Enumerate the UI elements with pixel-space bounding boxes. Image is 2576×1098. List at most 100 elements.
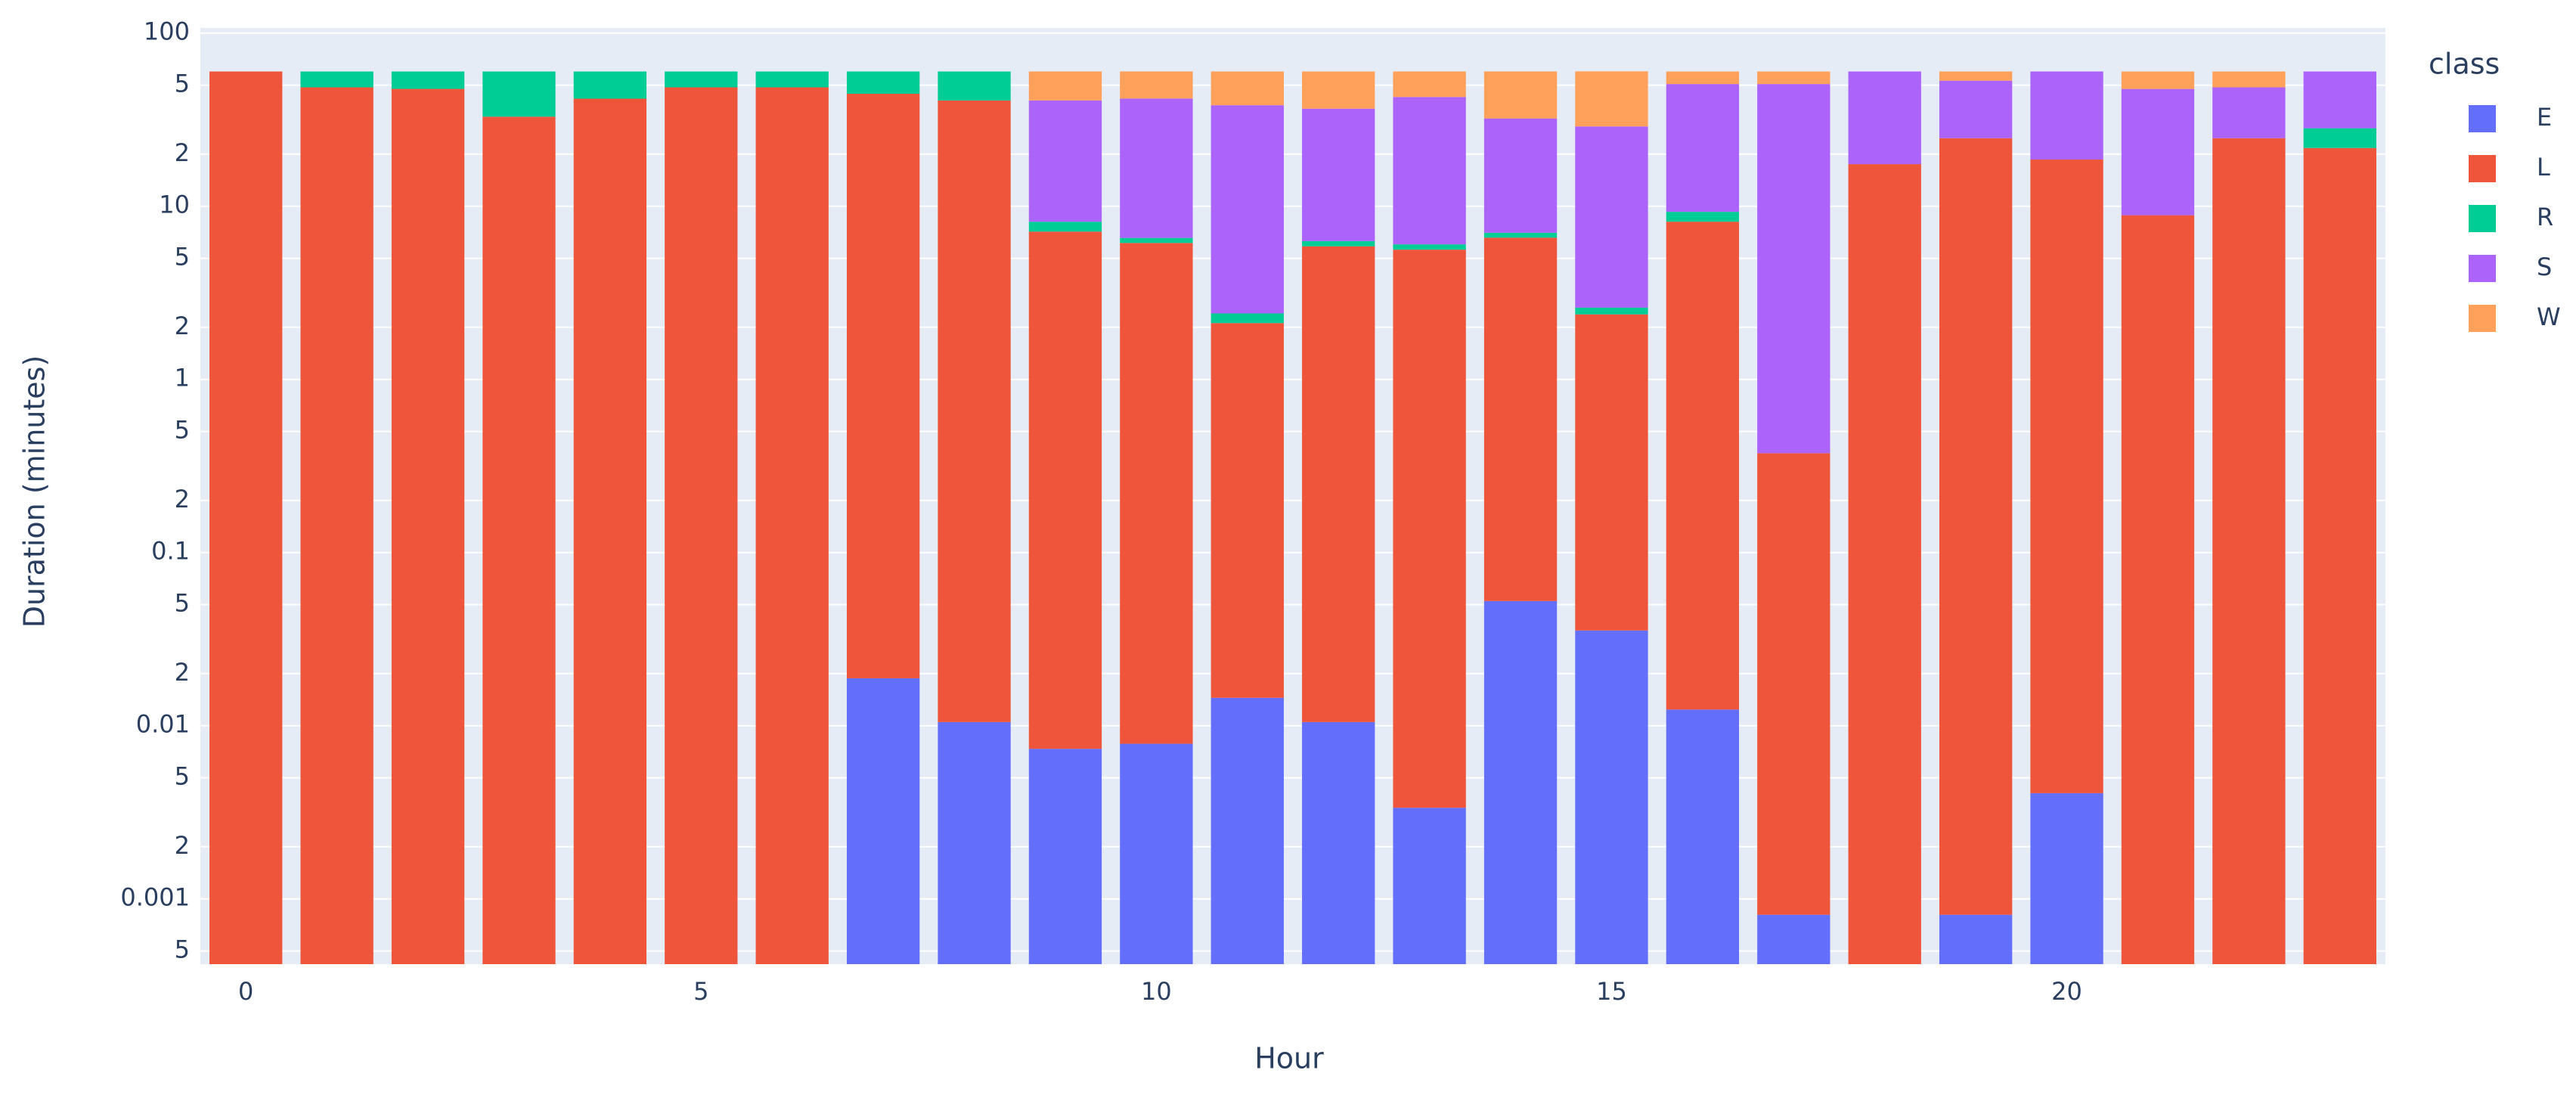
- bar-segment: [1120, 743, 1193, 964]
- y-tick-label: 0.1: [151, 537, 190, 566]
- bar-segment: [1848, 71, 1921, 165]
- x-tick-label: 20: [2051, 977, 2082, 1006]
- bar-segment: [1028, 71, 1102, 101]
- x-tick-label: 15: [1596, 977, 1627, 1006]
- bar-segment: [1302, 240, 1375, 247]
- bar-segment: [1666, 212, 1740, 222]
- x-tick-label: 5: [693, 977, 708, 1006]
- bar-segment: [1302, 71, 1375, 109]
- bar-segment: [1028, 222, 1102, 232]
- y-tick-label: 100: [144, 17, 190, 46]
- bar-segment: [1393, 250, 1466, 808]
- bar-segment: [391, 71, 465, 89]
- bar-segment: [665, 71, 738, 88]
- bar-segment: [1575, 307, 1648, 315]
- legend-label: R: [2537, 203, 2553, 231]
- bar-segment: [482, 116, 556, 965]
- bar-segment: [755, 87, 829, 964]
- bar-segment: [1120, 98, 1193, 238]
- bar-segment: [1393, 808, 1466, 964]
- bar-segment: [1666, 84, 1740, 212]
- bar-segment: [846, 71, 920, 94]
- bar-segment: [1302, 246, 1375, 722]
- y-tick-label: 10: [159, 191, 190, 219]
- bar-segment: [1757, 453, 1830, 915]
- legend-label: W: [2537, 302, 2561, 331]
- bar-segment: [300, 71, 374, 88]
- bar-segment: [1211, 313, 1284, 324]
- bar-segment: [573, 98, 647, 965]
- y-tick-label: 2: [175, 138, 190, 167]
- bar-segment: [1393, 97, 1466, 245]
- bar-segment: [1211, 697, 1284, 964]
- bar-segment: [1211, 323, 1284, 698]
- legend-swatch: [2469, 255, 2496, 282]
- bar-segment: [1120, 237, 1193, 243]
- bar-segment: [1757, 914, 1830, 964]
- bar-segment: [391, 88, 465, 964]
- bar-segment: [1666, 222, 1740, 710]
- y-tick-label: 5: [175, 935, 190, 964]
- x-tick-label: 10: [1141, 977, 1172, 1006]
- bar-segment: [1757, 84, 1830, 454]
- bar-segment: [1666, 71, 1740, 85]
- x-axis-title: Hour: [1254, 1042, 1324, 1075]
- bar-segment: [2030, 71, 2103, 160]
- bar-segment: [1211, 71, 1284, 106]
- bar-segment: [755, 71, 829, 88]
- y-tick-label: 1: [175, 364, 190, 392]
- bar-segment: [1028, 100, 1102, 222]
- y-tick-label: 2: [175, 658, 190, 687]
- y-tick-label: 2: [175, 831, 190, 860]
- plot-area: [200, 28, 2385, 964]
- bar-segment: [1302, 108, 1375, 241]
- y-tick-label: 2: [175, 312, 190, 340]
- bar-segment: [2121, 215, 2195, 964]
- bar-segment: [1302, 721, 1375, 964]
- bar-segment: [2303, 71, 2376, 129]
- legend-swatch: [2469, 205, 2496, 232]
- legend-label: S: [2537, 253, 2552, 281]
- legend-swatch: [2469, 105, 2496, 132]
- y-tick-label: 5: [175, 416, 190, 445]
- bar-segment: [846, 678, 920, 964]
- bar-segment: [846, 93, 920, 678]
- bar-segment: [1757, 71, 1830, 85]
- bar-segment: [1939, 71, 2013, 81]
- bar-segment: [1666, 709, 1740, 964]
- bar-segment: [2121, 88, 2195, 216]
- legend-label: E: [2537, 103, 2552, 132]
- bar-segment: [1028, 749, 1102, 964]
- bar-segment: [938, 721, 1011, 964]
- bar-segment: [300, 87, 374, 964]
- bar-segment: [2121, 71, 2195, 89]
- legend-title: class: [2429, 48, 2500, 81]
- bar-segment: [1483, 118, 1558, 233]
- bar-segment: [1939, 138, 2013, 915]
- y-axis-title: Duration (minutes): [18, 355, 51, 628]
- bar-segment: [1483, 232, 1558, 238]
- y-tick-label: 2: [175, 485, 190, 513]
- bar-segment: [1939, 80, 2013, 138]
- bar-segment: [2212, 138, 2286, 964]
- bar-segment: [482, 71, 556, 117]
- bar-segment: [1939, 914, 2013, 964]
- bar-segment: [1028, 231, 1102, 749]
- bar-segment: [1120, 243, 1193, 744]
- bar-segment: [1575, 71, 1648, 127]
- bar-segment: [2212, 71, 2286, 88]
- bar-segment: [938, 100, 1011, 722]
- bar-segment: [1393, 71, 1466, 98]
- bar-segment: [2030, 159, 2103, 793]
- legend-swatch: [2469, 305, 2496, 332]
- bar-segment: [2030, 792, 2103, 964]
- x-tick-label: 0: [238, 977, 253, 1006]
- bar-segment: [1393, 244, 1466, 250]
- y-tick-label: 5: [175, 589, 190, 618]
- bar-segment: [1483, 600, 1558, 964]
- bar-segment: [1483, 71, 1558, 119]
- bar-segment: [573, 71, 647, 99]
- bar-segment: [2303, 128, 2376, 148]
- bar-segment: [665, 87, 738, 964]
